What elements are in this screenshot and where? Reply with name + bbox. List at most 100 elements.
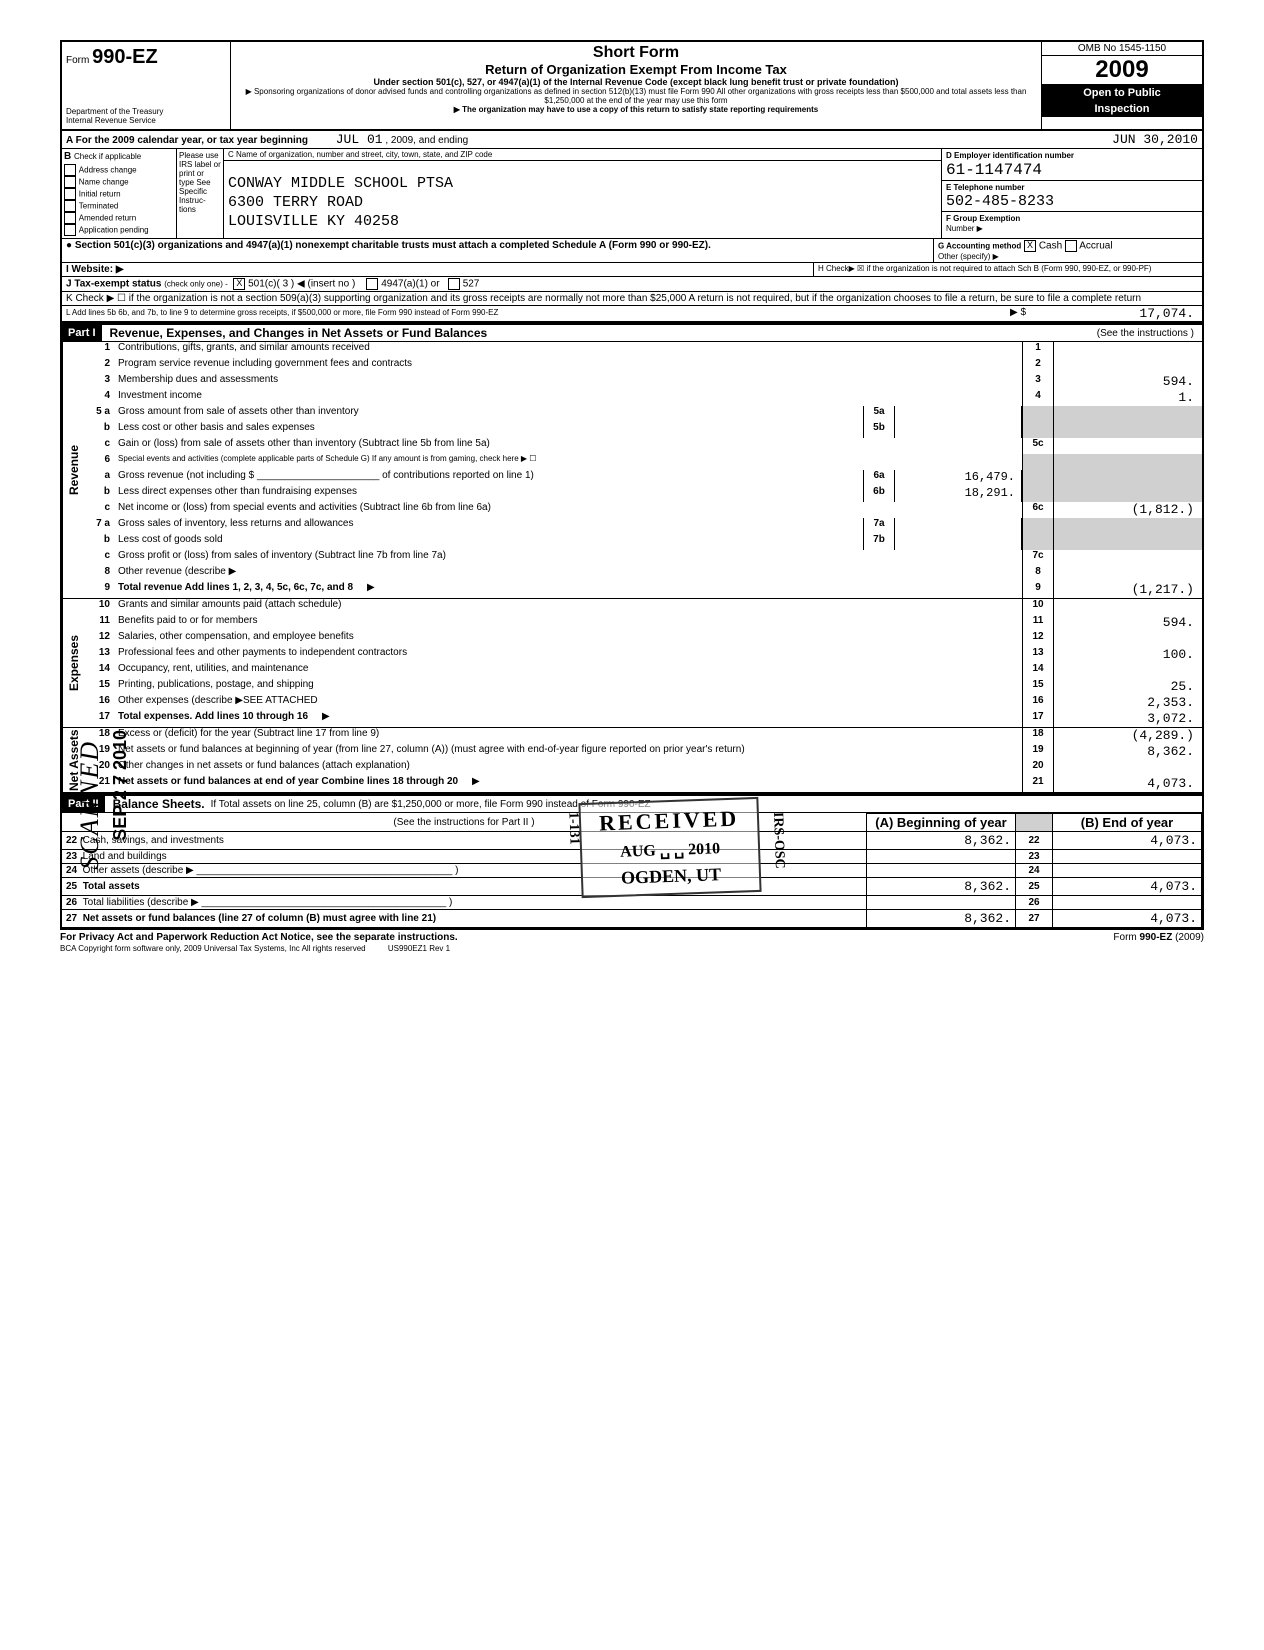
bs-row: 25 Total assets8,362.254,073. (62, 878, 1202, 896)
shade-cell (1022, 406, 1054, 422)
bcdef-row: B Check if applicable Address change Nam… (60, 149, 1204, 239)
line-row: 2Program service revenue including gover… (85, 358, 1202, 374)
scanned-stamp: SCANNED (75, 740, 105, 870)
chk-initial[interactable] (64, 188, 76, 200)
line-number: 16 (85, 695, 116, 711)
chk-terminated[interactable] (64, 200, 76, 212)
footer-form-num: 990-EZ (1140, 932, 1173, 943)
bs-row: 23 Land and buildings23 (62, 850, 1202, 864)
lbl-accrual: Accrual (1079, 241, 1112, 252)
line-desc: Benefits paid to or for members (116, 615, 1022, 631)
line-amount: 8,362. (1054, 744, 1202, 760)
net-lines: 18Excess or (deficit) for the year (Subt… (85, 728, 1202, 792)
line-row: bLess cost or other basis and sales expe… (85, 422, 1202, 438)
line-right-number: 21 (1022, 776, 1054, 792)
line-right-number: 10 (1022, 599, 1054, 615)
subline-number: 5a (863, 406, 895, 422)
line-amount: 4,073. (1054, 776, 1202, 792)
box-f-hdr: F Group Exemption (946, 214, 1020, 223)
line-number: 1 (85, 342, 116, 358)
line-row: 12Salaries, other compensation, and empl… (85, 631, 1202, 647)
box-c: C Name of organization, number and stree… (224, 149, 942, 238)
line-desc: Gross sales of inventory, less returns a… (116, 518, 863, 534)
line-row: 14Occupancy, rent, utilities, and mainte… (85, 663, 1202, 679)
l-label: L Add lines 5b 6b, and 7b, to line 9 to … (66, 308, 498, 317)
chk-501c[interactable]: X (233, 278, 245, 290)
footer-form: Form 990-EZ (2009) (1113, 932, 1204, 954)
line-row: 5 aGross amount from sale of assets othe… (85, 406, 1202, 422)
line-row: 3Membership dues and assessments3594. (85, 374, 1202, 390)
line-amount: (1,217.) (1054, 582, 1202, 598)
chk-4947[interactable] (366, 278, 378, 290)
line-number: b (85, 534, 116, 550)
line-desc: Salaries, other compensation, and employ… (116, 631, 1022, 647)
chk-pending[interactable] (64, 224, 76, 236)
box-d-hdr: D Employer identification number (946, 151, 1074, 160)
k-row: K Check ▶ ☐ if the organization is not a… (60, 292, 1204, 306)
footer-privacy: For Privacy Act and Paperwork Reduction … (60, 932, 458, 943)
shade-cell (1054, 422, 1202, 438)
shade-cell (1054, 470, 1202, 486)
subline-amount (895, 422, 1022, 438)
shade-cell (1022, 518, 1054, 534)
line-amount (1054, 631, 1202, 647)
line-amount (1054, 760, 1202, 776)
part2-note: If Total assets on line 25, column (B) a… (211, 799, 651, 810)
website-line: I Website: ▶ (66, 264, 124, 275)
omb-number: OMB No 1545-1150 (1042, 42, 1202, 56)
line-right-number: 11 (1022, 615, 1054, 631)
chk-cash[interactable]: X (1024, 240, 1036, 252)
line-row: 17Total expenses. Add lines 10 through 1… (85, 711, 1202, 727)
expenses-section: Expenses 10Grants and similar amounts pa… (60, 598, 1204, 727)
subline-amount: 16,479. (895, 470, 1022, 486)
line-right-number: 13 (1022, 647, 1054, 663)
form-header: Form 990-EZ Department of the Treasury I… (60, 40, 1204, 131)
line-number: 17 (85, 711, 116, 727)
line-number: 11 (85, 615, 116, 631)
please-box: Please use IRS label or print or type Se… (177, 149, 224, 238)
period-begin: JUL 01 (336, 132, 383, 147)
line-desc: Net assets or fund balances at beginning… (116, 744, 1022, 760)
line-row: 19Net assets or fund balances at beginni… (85, 744, 1202, 760)
chk-address[interactable] (64, 164, 76, 176)
line-desc: Less direct expenses other than fundrais… (116, 486, 863, 502)
chk-527[interactable] (448, 278, 460, 290)
line-amount (1054, 663, 1202, 679)
lbl-pending: Application pending (79, 226, 149, 235)
line-right-number: 7c (1022, 550, 1054, 566)
line-desc: Other changes in net assets or fund bala… (116, 760, 1022, 776)
line-row: 8Other revenue (describe ▶8 (85, 566, 1202, 582)
sep-date-stamp: SEP 2 7 2010 (110, 730, 131, 841)
line-amount: (4,289.) (1054, 728, 1202, 744)
chk-accrual[interactable] (1065, 240, 1077, 252)
period-row: A For the 2009 calendar year, or tax yea… (60, 131, 1204, 149)
line-number: 4 (85, 390, 116, 406)
line-right-number: 16 (1022, 695, 1054, 711)
lbl-name: Name change (79, 178, 129, 187)
revenue-label: Revenue (62, 342, 85, 598)
org-street: 6300 TERRY ROAD (224, 193, 941, 212)
line-amount: 594. (1054, 615, 1202, 631)
chk-name[interactable] (64, 176, 76, 188)
j-527: 527 (463, 279, 480, 290)
expenses-label: Expenses (62, 599, 85, 727)
bs-row: 22 Cash, savings, and investments8,362.2… (62, 832, 1202, 850)
box-h: H Check▶ ☒ if the organization is not re… (814, 263, 1202, 276)
line-right-number: 1 (1022, 342, 1054, 358)
shade-cell (1054, 486, 1202, 502)
l-row: L Add lines 5b 6b, and 7b, to line 9 to … (60, 306, 1204, 323)
shade-cell (1054, 406, 1202, 422)
lbl-other: Other (specify) ▶ (938, 252, 1198, 261)
period-label: A For the 2009 calendar year, or tax yea… (66, 135, 308, 146)
lbl-amended: Amended return (79, 214, 136, 223)
line-row: bLess direct expenses other than fundrai… (85, 486, 1202, 502)
line-row: bLess cost of goods sold7b (85, 534, 1202, 550)
line-amount (1054, 342, 1202, 358)
lbl-initial: Initial return (79, 190, 121, 199)
form-number: 990-EZ (92, 46, 158, 68)
line-number: c (85, 438, 116, 454)
chk-amended[interactable] (64, 212, 76, 224)
j-row: J Tax-exempt status (check only one) - X… (60, 277, 1204, 292)
box-g: G Accounting method X Cash Accrual Other… (934, 239, 1202, 262)
line-number: c (85, 502, 116, 518)
